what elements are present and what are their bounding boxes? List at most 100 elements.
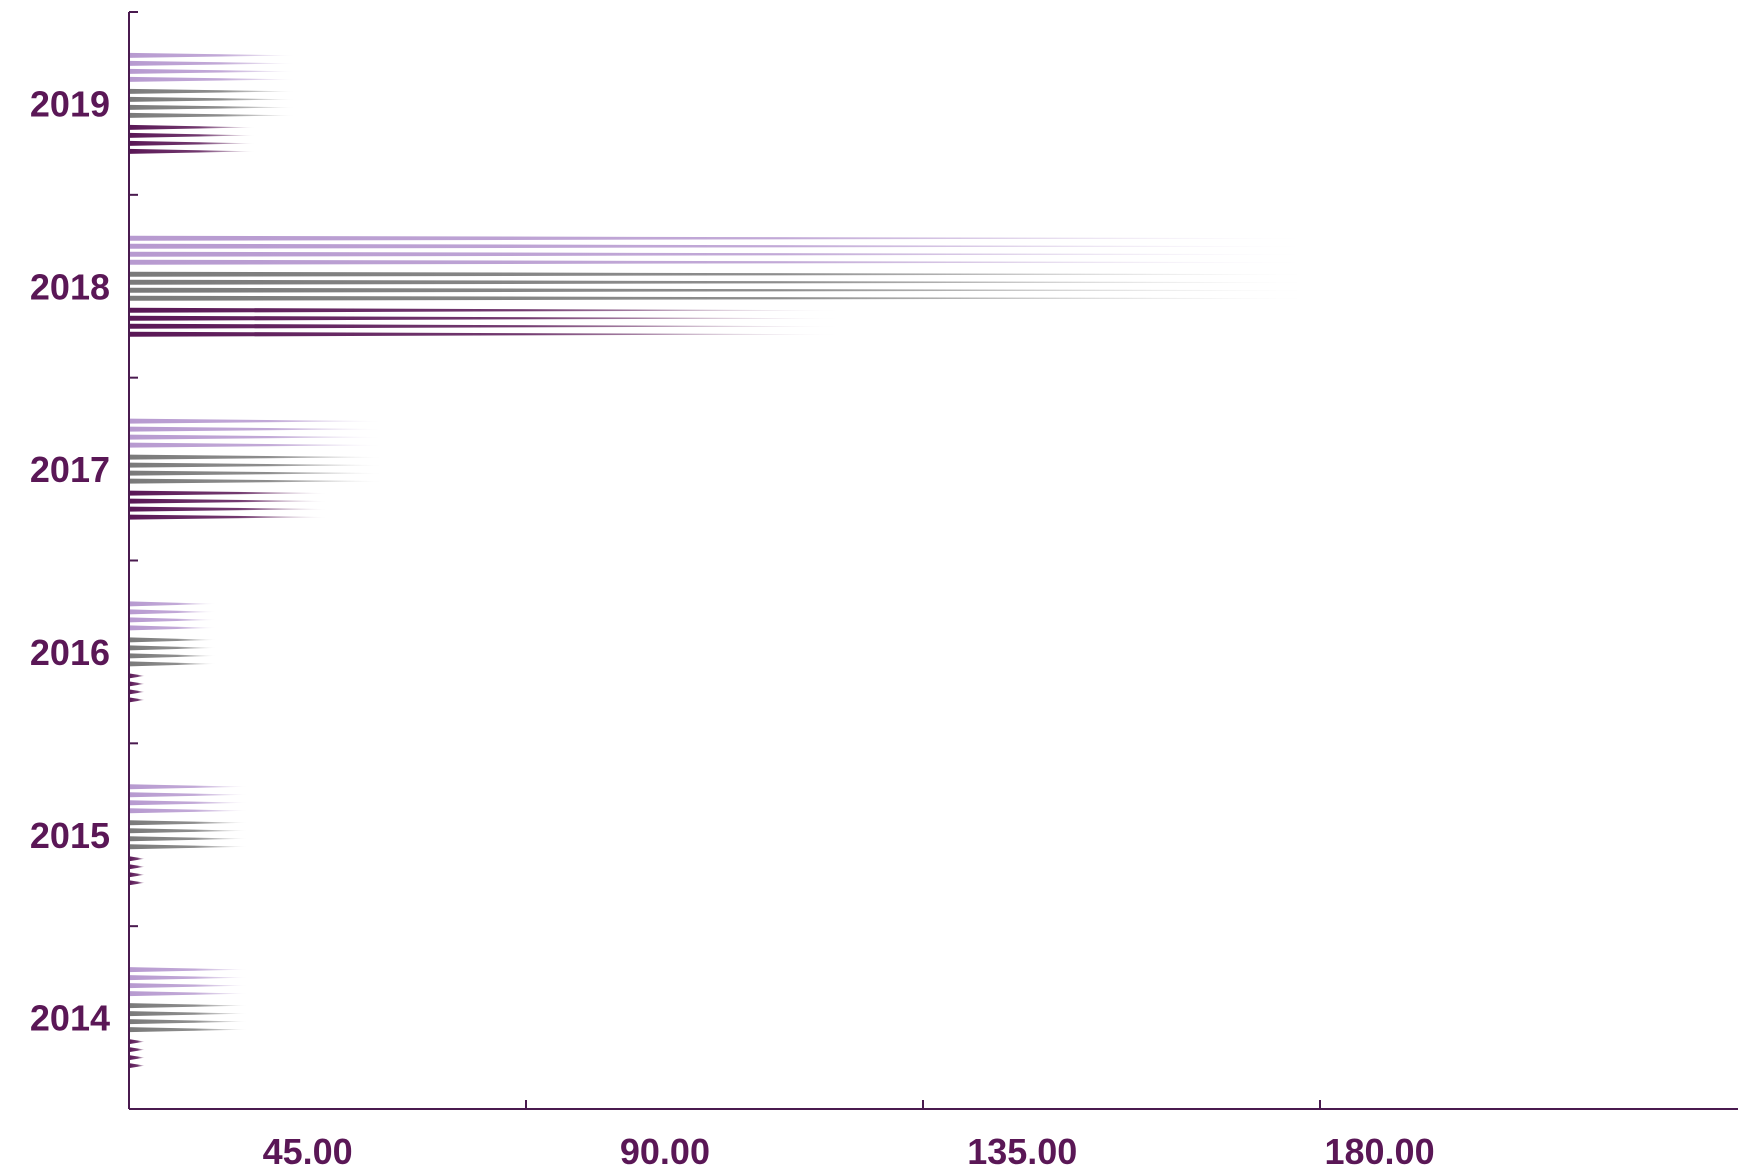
- bar-2016-series-3: [129, 601, 217, 631]
- bar-line: [129, 506, 328, 512]
- bar-2014-series-1: [129, 1039, 145, 1069]
- bar-line: [129, 478, 384, 484]
- bar-line: [129, 967, 249, 973]
- bar-line: [129, 88, 296, 94]
- bar-line: [129, 271, 1313, 277]
- bar-2015-series-2: [129, 820, 249, 850]
- bar-line: [129, 307, 844, 313]
- bar-2019-series-3: [129, 52, 296, 82]
- bars-layer: [129, 52, 1313, 1069]
- x-tick-label: 135.00: [967, 1131, 1077, 1171]
- bar-line: [129, 601, 217, 607]
- y-tick-label-2014: 2014: [30, 998, 110, 1039]
- bar-line: [129, 983, 249, 989]
- bar-line: [129, 52, 296, 58]
- y-tick-label-2015: 2015: [30, 815, 110, 856]
- bar-line: [129, 498, 328, 504]
- y-tick-label-2019: 2019: [30, 83, 110, 124]
- bar-line: [129, 784, 249, 790]
- bar-line: [129, 279, 1313, 285]
- bar-line: [129, 1003, 249, 1009]
- bar-line: [129, 637, 217, 643]
- bar-line: [129, 800, 249, 806]
- bar-line: [129, 434, 384, 440]
- bar-2019-series-2: [129, 88, 296, 118]
- bar-line: [129, 251, 1313, 257]
- bar-line: [129, 1027, 249, 1033]
- bar-line: [129, 975, 249, 981]
- x-tick-label: 45.00: [263, 1131, 353, 1171]
- bar-2019-series-1: [129, 124, 257, 154]
- bar-line: [129, 681, 145, 687]
- bar-line: [129, 880, 145, 886]
- bar-2016-series-2: [129, 637, 217, 667]
- bar-line: [129, 609, 217, 615]
- bar-line: [129, 315, 844, 321]
- bar-2018-series-2: [129, 271, 1313, 301]
- bar-line: [129, 462, 384, 468]
- bar-line: [129, 68, 296, 74]
- bar-line: [129, 243, 1313, 249]
- y-tick-label-2018: 2018: [30, 266, 110, 307]
- bar-2017-series-2: [129, 454, 384, 484]
- bar-line: [129, 820, 249, 826]
- bar-line: [129, 514, 328, 520]
- bar-line: [129, 625, 217, 631]
- bar-2017-series-1: [129, 490, 328, 520]
- bar-line: [129, 1011, 249, 1017]
- bar-line: [129, 60, 296, 66]
- bar-line: [129, 653, 217, 659]
- bar-line: [129, 132, 257, 138]
- bar-line: [129, 1019, 249, 1025]
- bar-line: [129, 828, 249, 834]
- y-tick-label-2016: 2016: [30, 632, 110, 673]
- bar-line: [129, 844, 249, 850]
- bar-line: [129, 872, 145, 878]
- bar-line: [129, 148, 257, 154]
- bar-2014-series-3: [129, 967, 249, 997]
- x-tick-label: 90.00: [620, 1131, 710, 1171]
- bar-line: [129, 697, 145, 703]
- bar-line: [129, 287, 1313, 293]
- y-tick-label-2017: 2017: [30, 449, 110, 490]
- bar-line: [129, 323, 844, 329]
- bar-line: [129, 1039, 145, 1045]
- bar-2017-series-3: [129, 418, 384, 448]
- bar-2018-series-1: [129, 307, 844, 337]
- bar-2016-series-1: [129, 673, 145, 703]
- bar-2015-series-3: [129, 784, 249, 814]
- bar-line: [129, 808, 249, 814]
- axes-layer: 2014 2015 2016 2017 2018 2019 45.00 90.00 135.00…: [30, 11, 1738, 1171]
- bar-line: [129, 645, 217, 651]
- bar-line: [129, 864, 145, 870]
- bar-line: [129, 1055, 145, 1061]
- bar-line: [129, 124, 257, 130]
- bar-line: [129, 112, 296, 118]
- bar-line: [129, 836, 249, 842]
- bar-line: [129, 856, 145, 862]
- bar-line: [129, 140, 257, 146]
- bar-line: [129, 331, 844, 337]
- bar-line: [129, 454, 384, 460]
- bar-line: [129, 792, 249, 798]
- bar-line: [129, 442, 384, 448]
- bar-2015-series-1: [129, 856, 145, 886]
- bar-line: [129, 1047, 145, 1053]
- bar-line: [129, 104, 296, 110]
- bar-line: [129, 1063, 145, 1069]
- bar-line: [129, 617, 217, 623]
- bar-2018-series-3: [129, 235, 1313, 265]
- bar-line: [129, 673, 145, 679]
- bar-line: [129, 490, 328, 496]
- bar-line: [129, 76, 296, 82]
- bar-line: [129, 235, 1313, 241]
- bar-line: [129, 418, 384, 424]
- bar-line: [129, 991, 249, 997]
- x-tick-label: 180.00: [1324, 1131, 1434, 1171]
- bar-line: [129, 259, 1313, 265]
- bar-line: [129, 295, 1313, 301]
- bar-2014-series-2: [129, 1003, 249, 1033]
- bar-line: [129, 470, 384, 476]
- bar-line: [129, 689, 145, 695]
